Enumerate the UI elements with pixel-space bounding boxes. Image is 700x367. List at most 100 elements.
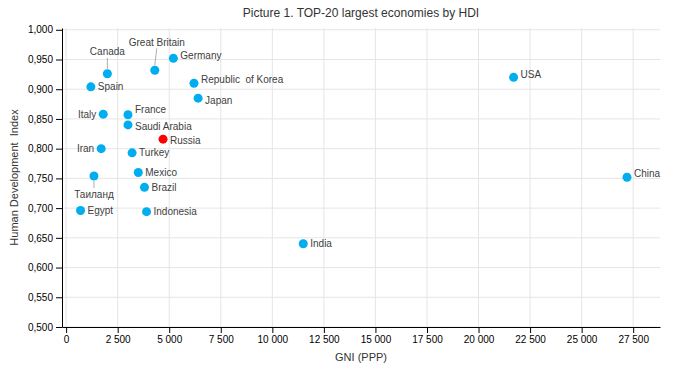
point-label: Canada <box>90 46 125 57</box>
tick-mark <box>56 30 62 31</box>
grid-line <box>62 267 660 268</box>
point <box>142 207 151 216</box>
axis-line <box>62 29 63 328</box>
y-tick: 0,600 <box>28 262 62 273</box>
point-label: Saudi Arabia <box>135 121 192 132</box>
point-label: Russia <box>170 135 201 146</box>
x-tick: 12 500 <box>309 327 340 345</box>
point <box>623 173 632 182</box>
point-labels: USAChinaIndiaGreat BritainGermanyRepubli… <box>74 37 660 250</box>
tick-label: 25 000 <box>567 334 598 345</box>
x-tick: 20 000 <box>464 327 495 345</box>
tick-mark <box>56 297 62 298</box>
x-tick: 27 500 <box>618 327 649 345</box>
point-label: China <box>634 168 661 179</box>
point <box>169 54 178 63</box>
point <box>159 135 168 144</box>
point <box>103 69 112 78</box>
tick-label: 0,600 <box>28 262 53 273</box>
y-tick: 0,700 <box>28 203 62 214</box>
x-tick: 7 500 <box>209 327 234 345</box>
tick-label: 0,550 <box>28 292 53 303</box>
point <box>140 183 149 192</box>
grid-line <box>323 28 324 327</box>
tick-mark <box>169 327 170 333</box>
point <box>194 94 203 103</box>
x-axis: 0 2 500 5 000 7 500 10 000 12 500 15 000 17 500… <box>63 327 661 345</box>
tick-label: 5 000 <box>157 334 182 345</box>
x-tick: 15 000 <box>361 327 392 345</box>
point-label: Mexico <box>145 167 177 178</box>
tick-mark <box>56 238 62 239</box>
x-tick: 2 500 <box>106 327 131 345</box>
y-axis-title: Human Development Index <box>8 109 20 246</box>
y-tick: 0,950 <box>28 54 62 65</box>
grid-line <box>62 208 660 209</box>
y-tick: 1,000 <box>28 24 62 35</box>
point-label: Italy <box>78 109 96 120</box>
y-tick: 0,500 <box>28 322 62 333</box>
grid-line <box>581 28 582 327</box>
x-tick: 5 000 <box>157 327 182 345</box>
tick-label: 7 500 <box>209 334 234 345</box>
tick-label: 12 500 <box>309 334 340 345</box>
tick-label: 0,800 <box>28 143 53 154</box>
tick-label: 27 500 <box>618 334 649 345</box>
y-tick: 0,800 <box>28 143 62 154</box>
tick-mark <box>56 149 62 150</box>
leader-line <box>107 58 108 69</box>
grid-line <box>62 297 660 298</box>
x-tick: 0 <box>64 327 70 345</box>
point <box>99 110 108 119</box>
leader-line <box>93 181 94 188</box>
point-label: Germany <box>180 50 221 61</box>
grid-line <box>62 59 660 60</box>
tick-mark <box>272 327 273 333</box>
points <box>76 54 631 248</box>
tick-label: 0,650 <box>28 233 53 244</box>
grid <box>62 28 660 327</box>
x-tick: 10 000 <box>258 327 289 345</box>
tick-label: 0 <box>64 334 70 345</box>
tick-label: 20 000 <box>464 334 495 345</box>
point <box>123 120 132 129</box>
point <box>299 239 308 248</box>
point <box>123 110 132 119</box>
tick-mark <box>375 327 376 333</box>
tick-label: 17 500 <box>412 334 443 345</box>
point <box>97 144 106 153</box>
grid-line <box>375 28 376 327</box>
y-tick: 0,650 <box>28 233 62 244</box>
tick-mark <box>56 327 62 328</box>
point <box>89 172 98 181</box>
y-tick: 0,850 <box>28 114 62 125</box>
tick-mark <box>56 268 62 269</box>
x-axis-title: GNI (PPP) <box>335 351 387 363</box>
point <box>128 148 137 157</box>
point <box>189 79 198 88</box>
tick-label: 0,750 <box>28 173 53 184</box>
tick-mark <box>221 327 222 333</box>
grid-line <box>62 237 660 238</box>
tick-label: 0,900 <box>28 84 53 95</box>
point-label: Spain <box>98 81 124 92</box>
tick-mark <box>582 327 583 333</box>
tick-label: 10 000 <box>258 334 289 345</box>
tick-mark <box>479 327 480 333</box>
point-label: Таиланд <box>74 189 114 200</box>
tick-mark <box>56 178 62 179</box>
tick-label: 15 000 <box>361 334 392 345</box>
tick-mark <box>56 60 62 61</box>
tick-label: 0,500 <box>28 322 53 333</box>
plot-area: 0 2 500 5 000 7 500 10 000 12 500 15 000 17 500… <box>28 24 661 345</box>
point-label: Republic of Korea <box>201 74 284 85</box>
tick-label: 1,000 <box>28 24 53 35</box>
grid-line <box>478 28 479 327</box>
point <box>150 66 159 75</box>
grid-line <box>426 28 427 327</box>
tick-mark <box>118 327 119 333</box>
tick-mark <box>324 327 325 333</box>
y-tick: 0,550 <box>28 292 62 303</box>
grid-line <box>62 118 660 119</box>
point-label: USA <box>521 69 542 80</box>
